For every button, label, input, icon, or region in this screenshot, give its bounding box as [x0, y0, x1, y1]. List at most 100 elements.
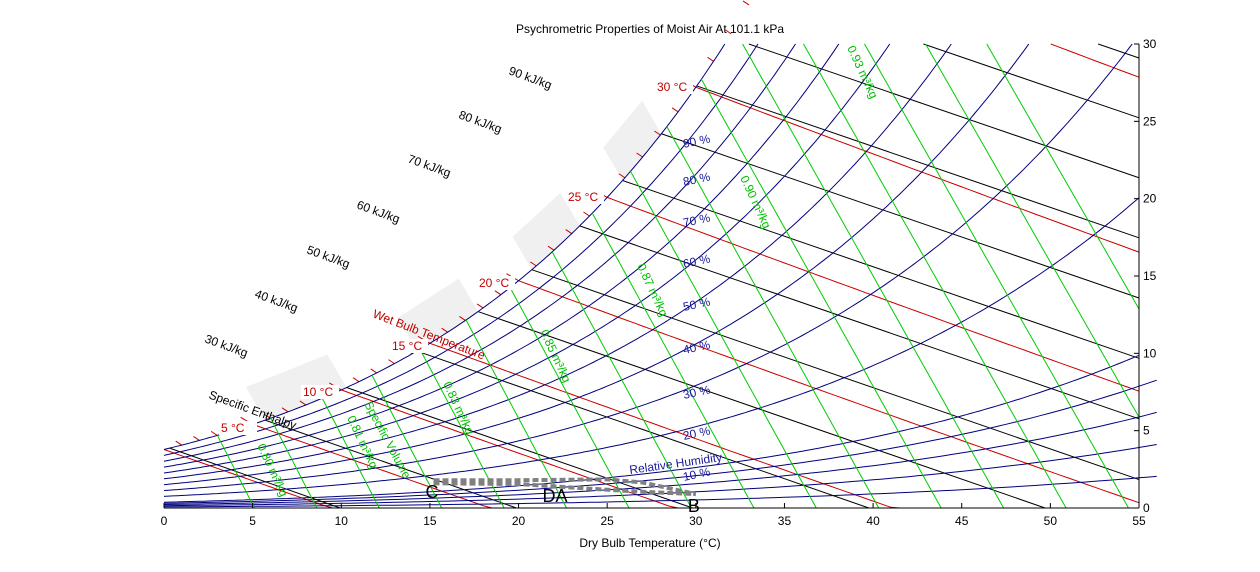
- wetbulb-tick: [281, 407, 289, 413]
- enthalpy-line: [579, 225, 1140, 420]
- wetbulb-tick: [742, 0, 750, 6]
- volume-lines: [216, 43, 1140, 509]
- wetbulb-tick: [299, 400, 307, 406]
- volume-line: [666, 126, 880, 509]
- y-tick-label: 30: [1143, 37, 1157, 51]
- volume-line: [986, 43, 1140, 310]
- process-path: [433, 481, 696, 497]
- x-tick-label: 15: [423, 514, 437, 528]
- rh-label: 10 %: [682, 464, 712, 483]
- wetbulb-tick: [210, 430, 218, 436]
- enthalpy-line: [531, 269, 1140, 481]
- wetbulb-tick: [193, 435, 200, 441]
- wetbulb-tick: [264, 413, 271, 419]
- label-bg: [566, 190, 604, 204]
- rh-label: 70 %: [682, 210, 712, 229]
- rh-curve: [163, 43, 759, 456]
- enthalpy-line: [1097, 43, 1140, 59]
- x-axis-label: Dry Bulb Temperature (°C): [579, 536, 720, 550]
- enthalpy-label: 90 kJ/kg: [507, 64, 554, 92]
- wetbulb-line: [683, 79, 1140, 253]
- wetbulb-tick: [459, 315, 466, 321]
- rh-label: 90 %: [682, 131, 712, 150]
- label-bg: [219, 421, 257, 435]
- wetbulb-label: 20 °C: [479, 276, 509, 290]
- x-tick-label: 35: [778, 514, 792, 528]
- volume-line: [864, 43, 1129, 509]
- chart-title: Psychrometric Properties of Moist Air At…: [516, 22, 784, 36]
- wetbulb-tick: [547, 245, 555, 251]
- rh-curve: [163, 43, 891, 474]
- volume-line: [270, 417, 318, 509]
- label-bg: [301, 385, 339, 399]
- rh-label: 40 %: [682, 337, 712, 356]
- wetbulb-line: [163, 449, 333, 509]
- wetbulb-line: [1050, 43, 1140, 78]
- rh-curve: [163, 43, 1133, 491]
- enthalpy-line: [622, 180, 1140, 359]
- shaded-band: [397, 278, 478, 351]
- enthalpy-label: 40 kJ/kg: [253, 287, 300, 315]
- shaded-band: [245, 354, 347, 421]
- volume-label: 0.87 m³/kg: [634, 261, 671, 318]
- enthalpy-label: 60 kJ/kg: [355, 198, 402, 226]
- wetbulb-label: 30 °C: [657, 80, 687, 94]
- wetbulb-tick: [724, 29, 732, 35]
- volume-line: [465, 319, 568, 509]
- process-path: [433, 477, 697, 497]
- y-tick-label: 15: [1143, 269, 1157, 283]
- x-tick-label: 45: [955, 514, 969, 528]
- enthalpy-label: 70 kJ/kg: [406, 152, 453, 180]
- rh-label: 30 %: [682, 382, 712, 401]
- wetbulb-tick: [671, 107, 679, 113]
- rh-label: 20 %: [682, 423, 712, 442]
- enthalpy-lines: [169, 43, 1140, 509]
- label-bg: [477, 276, 515, 290]
- shaded-band: [603, 100, 662, 181]
- volume-line: [321, 398, 380, 509]
- rh-curve: [163, 43, 796, 462]
- enthalpy-line: [923, 43, 1140, 119]
- rh-curve: [163, 43, 952, 480]
- rh-label: 50 %: [682, 294, 712, 313]
- process-paths: [433, 477, 697, 497]
- volume-line: [551, 251, 692, 509]
- wetbulb-tick: [352, 377, 360, 383]
- rh-curve-low: [164, 475, 1157, 508]
- wetbulb-tick: [370, 368, 378, 374]
- volume-line: [591, 212, 755, 509]
- process-point-label: DA: [542, 486, 567, 506]
- enthalpy-label: 50 kJ/kg: [305, 243, 352, 271]
- y-tick-label: 10: [1143, 346, 1157, 360]
- rh-curve: [163, 197, 1140, 497]
- rh-label: 60 %: [682, 251, 712, 270]
- x-tick-label: 55: [1132, 514, 1146, 528]
- wetbulb-line: [506, 273, 1140, 504]
- rh-curve-low: [163, 379, 1157, 504]
- wetbulb-tick: [618, 173, 626, 179]
- y-tick-label: 0: [1143, 501, 1150, 515]
- enthalpy-line: [748, 43, 1140, 179]
- enthalpy-line: [264, 419, 517, 509]
- volume-label: 0.83 m³/kg: [440, 379, 477, 436]
- y-tick-label: 25: [1143, 114, 1157, 128]
- wetbulb-tick: [441, 327, 448, 333]
- wetbulb-label: 25 °C: [568, 190, 598, 204]
- wetbulb-tick: [476, 303, 484, 309]
- enthalpy-label: 80 kJ/kg: [457, 108, 504, 136]
- rh-curves: [163, 43, 1157, 508]
- wetbulb-label: 5 °C: [221, 421, 245, 435]
- x-tick-label: 50: [1044, 514, 1058, 528]
- wetbulb-tick: [583, 211, 590, 217]
- wetbulb-line: [594, 189, 1140, 392]
- wetbulb-label: 15 °C: [392, 339, 422, 353]
- wetbulb-line: [417, 335, 900, 509]
- x-tick-label: 20: [512, 514, 526, 528]
- x-tick-label: 30: [689, 514, 703, 528]
- x-tick-label: 5: [249, 514, 256, 528]
- label-bg: [655, 80, 693, 94]
- x-tick-label: 0: [161, 514, 168, 528]
- volume-line: [630, 171, 817, 509]
